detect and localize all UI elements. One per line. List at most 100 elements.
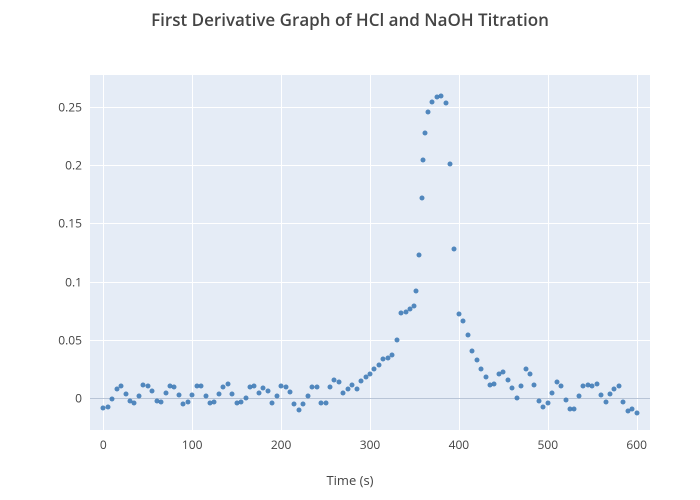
- data-point: [479, 366, 484, 371]
- x-axis-label: Time (s): [0, 471, 700, 489]
- data-point: [461, 318, 466, 323]
- data-point: [532, 382, 537, 387]
- data-point: [452, 247, 457, 252]
- data-point: [336, 380, 341, 385]
- chart-title: First Derivative Graph of HCl and NaOH T…: [0, 8, 700, 31]
- y-tick-label: 0.2: [65, 157, 82, 174]
- data-point: [203, 394, 208, 399]
- x-tick-label: 300: [360, 436, 381, 453]
- data-point: [345, 387, 350, 392]
- data-point: [199, 383, 204, 388]
- data-point: [368, 372, 373, 377]
- data-point: [350, 382, 355, 387]
- data-point: [421, 157, 426, 162]
- grid-line-vertical: [459, 75, 460, 430]
- data-point: [354, 387, 359, 392]
- grid-line-horizontal: [90, 282, 650, 283]
- plot-area: 010020030040050060000.050.10.150.20.25: [90, 75, 650, 430]
- data-point: [443, 100, 448, 105]
- grid-line-vertical: [637, 75, 638, 430]
- y-tick-label: 0.1: [65, 273, 82, 290]
- data-point: [110, 396, 115, 401]
- data-point: [545, 401, 550, 406]
- data-point: [394, 337, 399, 342]
- data-point: [576, 394, 581, 399]
- data-point: [136, 394, 141, 399]
- data-point: [416, 252, 421, 257]
- x-tick-label: 0: [100, 436, 107, 453]
- chart-container: First Derivative Graph of HCl and NaOH T…: [0, 0, 700, 500]
- data-point: [190, 393, 195, 398]
- data-point: [323, 401, 328, 406]
- data-point: [185, 400, 190, 405]
- data-point: [163, 390, 168, 395]
- data-point: [159, 400, 164, 405]
- data-point: [274, 394, 279, 399]
- data-point: [132, 401, 137, 406]
- grid-line-horizontal: [90, 340, 650, 341]
- data-point: [376, 363, 381, 368]
- x-tick-label: 600: [626, 436, 647, 453]
- data-point: [292, 402, 297, 407]
- data-point: [519, 383, 524, 388]
- data-point: [301, 402, 306, 407]
- data-point: [119, 383, 124, 388]
- data-point: [528, 372, 533, 377]
- data-point: [492, 381, 497, 386]
- data-point: [425, 110, 430, 115]
- data-point: [328, 385, 333, 390]
- data-point: [603, 400, 608, 405]
- data-point: [314, 385, 319, 390]
- data-point: [265, 388, 270, 393]
- grid-line-horizontal: [90, 107, 650, 108]
- data-point: [150, 388, 155, 393]
- data-point: [510, 386, 515, 391]
- data-point: [430, 99, 435, 104]
- data-point: [474, 358, 479, 363]
- data-point: [465, 332, 470, 337]
- x-tick-label: 200: [271, 436, 292, 453]
- data-point: [621, 400, 626, 405]
- data-point: [634, 410, 639, 415]
- data-point: [225, 381, 230, 386]
- data-point: [599, 393, 604, 398]
- data-point: [296, 408, 301, 413]
- data-point: [243, 395, 248, 400]
- grid-line-vertical: [548, 75, 549, 430]
- data-point: [412, 303, 417, 308]
- data-point: [536, 398, 541, 403]
- y-tick-label: 0.25: [58, 99, 82, 116]
- grid-line-vertical: [192, 75, 193, 430]
- data-point: [616, 383, 621, 388]
- data-point: [439, 93, 444, 98]
- grid-line-horizontal: [90, 223, 650, 224]
- data-point: [563, 397, 568, 402]
- x-tick-label: 100: [182, 436, 203, 453]
- data-point: [559, 383, 564, 388]
- data-point: [505, 378, 510, 383]
- data-point: [288, 389, 293, 394]
- grid-line-horizontal: [90, 165, 650, 166]
- y-tick-label: 0.15: [58, 215, 82, 232]
- data-point: [212, 400, 217, 405]
- data-point: [123, 392, 128, 397]
- data-point: [239, 400, 244, 405]
- data-point: [419, 195, 424, 200]
- data-point: [523, 366, 528, 371]
- x-tick-label: 500: [537, 436, 558, 453]
- y-tick-label: 0.05: [58, 331, 82, 348]
- data-point: [594, 381, 599, 386]
- data-point: [145, 383, 150, 388]
- data-point: [305, 394, 310, 399]
- data-point: [270, 401, 275, 406]
- data-point: [252, 383, 257, 388]
- data-point: [105, 404, 110, 409]
- data-point: [448, 162, 453, 167]
- y-tick-label: 0: [75, 389, 82, 406]
- x-tick-label: 400: [449, 436, 470, 453]
- data-point: [390, 352, 395, 357]
- data-point: [256, 390, 261, 395]
- data-point: [550, 390, 555, 395]
- data-point: [470, 349, 475, 354]
- data-point: [283, 385, 288, 390]
